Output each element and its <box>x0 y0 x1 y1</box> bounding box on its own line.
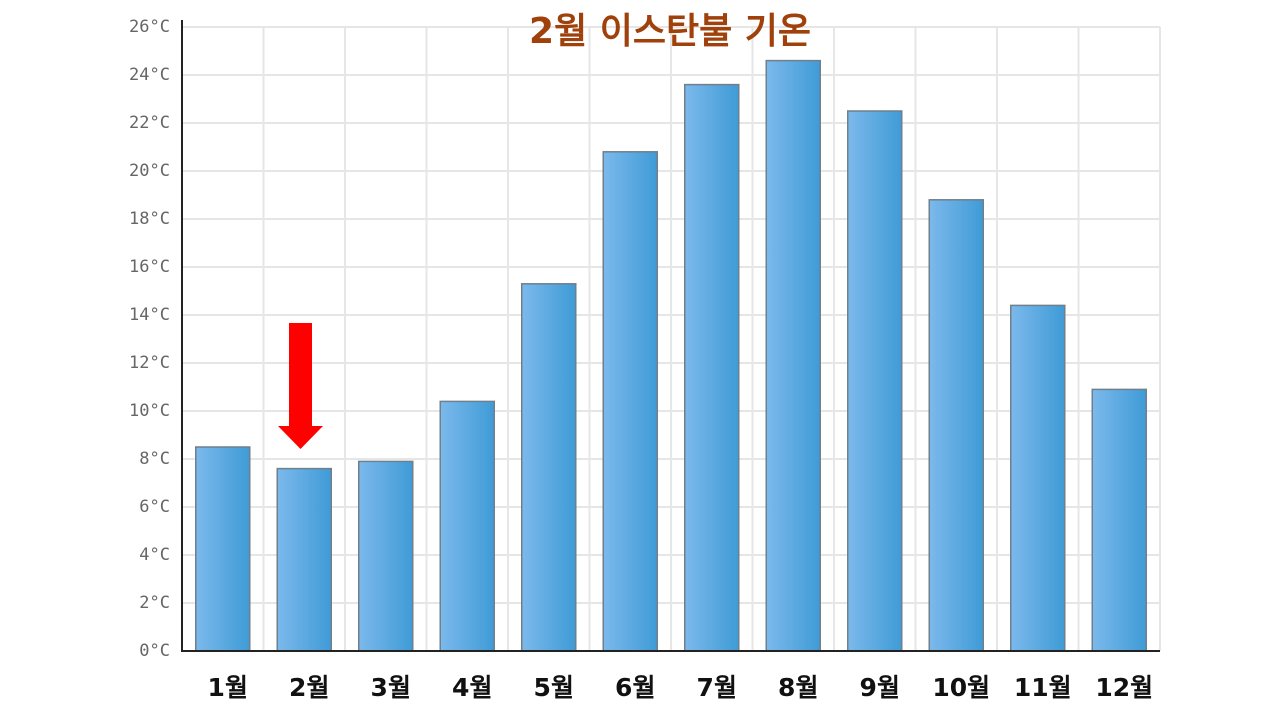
y-tick-label: 24°C <box>129 65 170 85</box>
y-tick-label: 6°C <box>139 497 170 517</box>
x-tick-label: 6월 <box>615 673 655 702</box>
bar <box>765 59 821 652</box>
bar <box>1091 388 1147 652</box>
x-tick-label: 12월 <box>1095 673 1153 702</box>
y-tick-label: 10°C <box>129 401 170 421</box>
bars <box>195 59 1147 652</box>
bar <box>276 467 332 652</box>
y-tick-label: 20°C <box>129 161 170 181</box>
x-tick-label: 10월 <box>932 673 990 702</box>
x-tick-label: 1월 <box>208 673 248 702</box>
y-tick-label: 22°C <box>129 113 170 133</box>
y-tick-label: 0°C <box>139 641 170 661</box>
x-tick-label: 4월 <box>452 673 492 702</box>
y-tick-label: 14°C <box>129 305 170 325</box>
y-tick-label: 18°C <box>129 209 170 229</box>
bar <box>928 199 984 652</box>
y-tick-label: 16°C <box>129 257 170 277</box>
x-tick-label: 3월 <box>371 673 411 702</box>
x-tick-label: 9월 <box>860 673 900 702</box>
y-tick-label: 26°C <box>129 17 170 37</box>
x-tick-label: 8월 <box>778 673 818 702</box>
bar <box>358 460 414 652</box>
bar <box>847 110 903 652</box>
y-tick-label: 2°C <box>139 593 170 613</box>
x-tick-label: 11월 <box>1014 673 1072 702</box>
bar <box>439 400 495 652</box>
bar <box>521 283 577 652</box>
y-tick-label: 12°C <box>129 353 170 373</box>
x-tick-label: 2월 <box>289 673 329 702</box>
bar <box>195 446 251 652</box>
bar <box>602 151 658 652</box>
chart-title: 2월 이스탄불 기온 <box>529 11 811 52</box>
arrow-annotation <box>278 323 323 449</box>
y-tick-label: 4°C <box>139 545 170 565</box>
x-tick-label: 5월 <box>534 673 574 702</box>
x-tick-label: 7월 <box>697 673 737 702</box>
bar <box>1010 304 1066 652</box>
bar <box>684 83 740 652</box>
grid <box>182 26 1161 652</box>
y-tick-label: 8°C <box>139 449 170 469</box>
